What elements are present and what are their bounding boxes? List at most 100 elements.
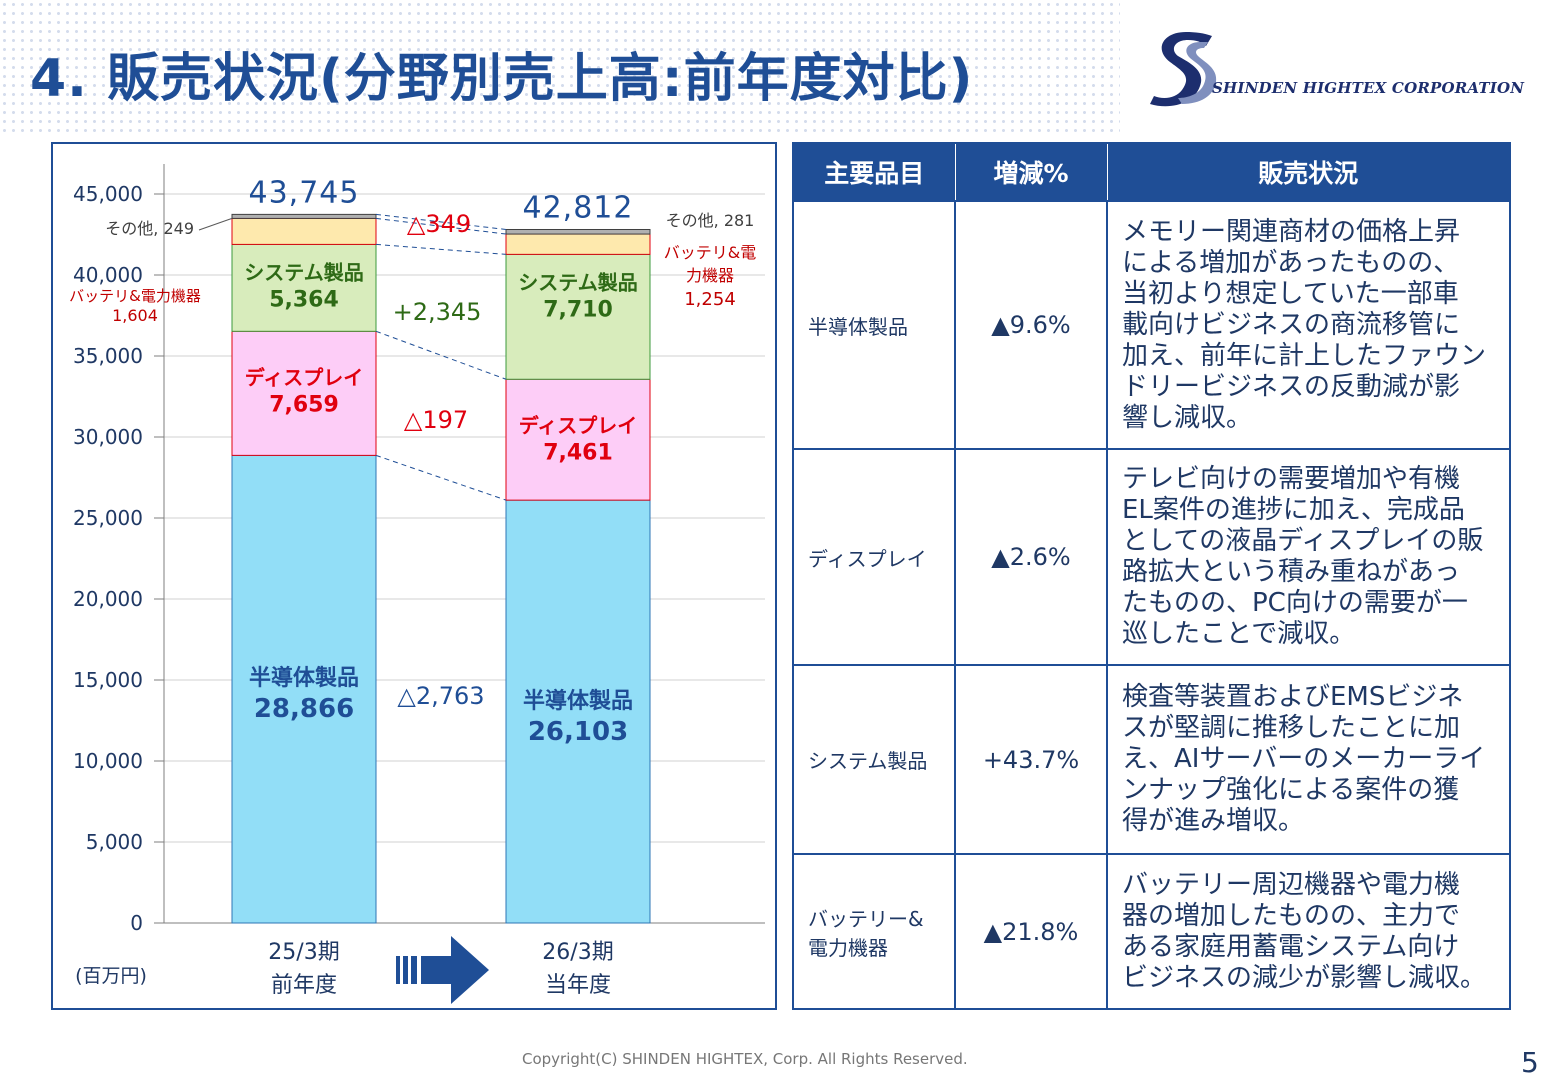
change-label: +2,345: [393, 298, 482, 326]
header-category: 主要品目: [792, 142, 956, 202]
connector-dashed-line: [375, 243, 507, 255]
sales-table-panel: 主要品目 増減% 販売状況 半導体製品 ▲9.6% メモリー関連商材の価格上昇 …: [792, 142, 1511, 1010]
description-line: たものの、PC向けの需要が一: [1122, 588, 1468, 618]
row-description: メモリー関連商材の価格上昇 による増加があったものの、 当初より想定していた一部…: [1106, 200, 1511, 450]
segment-value-label: 7,461: [543, 440, 613, 465]
x-category-period: 26/3期: [542, 940, 613, 965]
category-line: バッテリー&: [808, 906, 924, 931]
copyright-footer: Copyright(C) SHINDEN HIGHTEX, Corp. All …: [522, 1050, 968, 1068]
category-line: 電力機器: [808, 935, 888, 960]
segment-value-label: 26,103: [528, 717, 628, 747]
description-line: メモリー関連商材の価格上昇: [1122, 216, 1461, 247]
description-line: テレビ向けの需要増加や有機: [1122, 464, 1461, 494]
row-change: +43.7%: [954, 664, 1108, 855]
arrow-right-icon: [396, 936, 489, 1004]
y-tick-label: 30,000: [73, 425, 143, 449]
x-category-label: 当年度: [545, 973, 611, 998]
row-category: システム製品: [792, 664, 956, 855]
segment-name-label: ディスプレイ: [245, 365, 364, 389]
row-change: ▲21.8%: [954, 853, 1108, 1010]
bar-segment: [505, 253, 651, 380]
description-line: ビジネスの減少が影響し減収。: [1122, 962, 1487, 993]
stacked-bar-chart: 0 5,000 10,000 15,000 20,000 25,000 30,000 35,0…: [69, 164, 765, 1004]
y-tick-label: 45,000: [73, 182, 143, 206]
row-description: 検査等装置およびEMSビジネ スが堅調に推移したことに加 え、AIサーバーのメー…: [1106, 664, 1511, 855]
page-title: 4. 販売状況(分野別売上高:前年度対比): [30, 49, 974, 109]
battery-curr-name-label: バッテリ&電: [664, 243, 756, 262]
other-prev-leader-line: [198, 217, 233, 231]
bar-segment: [505, 499, 651, 924]
battery-curr-value-label: 1,254: [684, 289, 736, 310]
x-category-label: 前年度: [271, 973, 337, 998]
description-line: 当初より想定していた一部車: [1122, 278, 1459, 309]
row-description: テレビ向けの需要増加や有機 EL案件の進捗に加え、完成品 としての液晶ディスプレ…: [1106, 448, 1511, 666]
bar-segment: [231, 454, 377, 924]
segment-name-label: 半導体製品: [249, 665, 359, 691]
y-tick-label: 15,000: [73, 668, 143, 692]
battery-prev-name-label: バッテリ&電力機器: [69, 287, 201, 305]
bar-segment: [505, 233, 651, 255]
row-category: バッテリー& 電力機器: [792, 853, 956, 1010]
other-prev-label: その他, 249: [105, 219, 194, 238]
connector-dashed-line: [375, 330, 507, 380]
segment-value-label: 5,364: [269, 287, 339, 312]
chart-panel: 0 5,000 10,000 15,000 20,000 25,000 30,000 35,0…: [51, 142, 777, 1010]
unit-label: (百万円): [75, 965, 147, 987]
y-tick-label: 40,000: [73, 263, 143, 287]
bar-segment: [231, 217, 377, 245]
description-line: え、AIサーバーのメーカーライ: [1122, 744, 1486, 774]
description-line: ある家庭用蓄電システム向け: [1122, 931, 1460, 962]
bar-total-label: 43,745: [249, 175, 360, 210]
y-tick-label: 0: [130, 911, 143, 935]
battery-curr-name-label: 力機器: [686, 266, 734, 285]
description-line: 加え、前年に計上したファウン: [1122, 340, 1487, 371]
y-tick-label: 25,000: [73, 506, 143, 530]
segment-name-label: 半導体製品: [523, 688, 633, 714]
change-label: △2,763: [397, 682, 484, 710]
row-category: ディスプレイ: [792, 448, 956, 666]
description-line: 検査等装置およびEMSビジネ: [1122, 682, 1464, 712]
company-name: SHINDEN HIGHTEX CORPORATION: [1212, 79, 1525, 97]
segment-name-label: システム製品: [518, 270, 637, 294]
bar-total-label: 42,812: [523, 190, 634, 225]
y-tick-label: 20,000: [73, 587, 143, 611]
segment-name-label: システム製品: [244, 260, 363, 284]
description-line: EL案件の進捗に加え、完成品: [1122, 495, 1465, 525]
sales-status-table: 主要品目 増減% 販売状況 半導体製品 ▲9.6% メモリー関連商材の価格上昇 …: [792, 142, 1511, 1010]
bar-segment: [231, 213, 377, 219]
company-logo-icon: [1150, 32, 1217, 107]
y-tick-label: 10,000: [73, 749, 143, 773]
segment-name-label: ディスプレイ: [519, 413, 638, 437]
description-line: バッテリー周辺機器や電力機: [1122, 869, 1461, 900]
description-line: 路拡大という積み重ねがあっ: [1122, 557, 1461, 587]
description-line: としての液晶ディスプレイの販: [1122, 526, 1484, 556]
header-status: 販売状況: [1106, 142, 1511, 202]
x-category-period: 25/3期: [268, 940, 339, 965]
table-row: 半導体製品 ▲9.6% メモリー関連商材の価格上昇 による増加があったものの、 …: [792, 200, 1511, 450]
connector-dashed-line: [375, 213, 507, 230]
page-number: 5: [1521, 1046, 1539, 1079]
change-label: △349: [407, 210, 471, 238]
description-line: 巡したことで減収。: [1122, 619, 1356, 649]
battery-prev-value-label: 1,604: [112, 306, 158, 325]
header-change: 増減%: [954, 142, 1108, 202]
bar-segment: [505, 228, 651, 235]
description-line: 器の増加したものの、主力で: [1122, 900, 1461, 931]
table-header-row: 主要品目 増減% 販売状況: [792, 142, 1511, 202]
y-tick-label: 35,000: [73, 344, 143, 368]
header-dot-pattern: [0, 0, 1120, 135]
description-line: ンナップ強化による案件の獲: [1122, 775, 1460, 805]
row-change: ▲9.6%: [954, 200, 1108, 450]
table-row: バッテリー& 電力機器 ▲21.8% バッテリー周辺機器や電力機 器の増加したも…: [792, 853, 1511, 1010]
description-line: 得が進み増収。: [1122, 806, 1305, 836]
segment-value-label: 28,866: [254, 694, 354, 724]
row-description: バッテリー周辺機器や電力機 器の増加したものの、主力で ある家庭用蓄電システム向…: [1106, 853, 1511, 1010]
table-row: システム製品 +43.7% 検査等装置およびEMSビジネ スが堅調に推移したこと…: [792, 664, 1511, 855]
bar-segment: [231, 330, 377, 456]
table-row: ディスプレイ ▲2.6% テレビ向けの需要増加や有機 EL案件の進捗に加え、完成…: [792, 448, 1511, 666]
y-tick-label: 5,000: [86, 830, 143, 854]
description-line: スが堅調に推移したことに加: [1122, 713, 1461, 743]
change-label: △197: [404, 406, 468, 434]
description-line: 載向けビジネスの商流移管に: [1122, 309, 1461, 340]
connector-dashed-line: [375, 217, 507, 235]
